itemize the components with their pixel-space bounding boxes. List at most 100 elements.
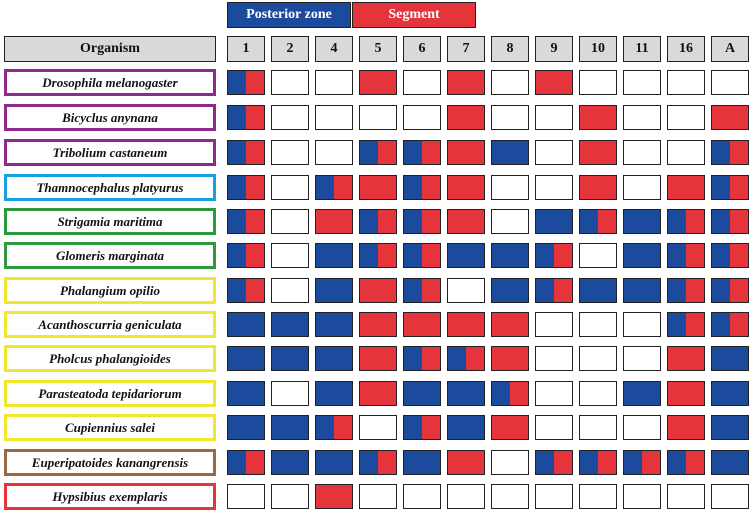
- segment-half: [246, 106, 264, 129]
- expression-cell-8: [491, 346, 529, 371]
- expression-cell-16: [667, 140, 705, 165]
- expression-cell-16: [667, 243, 705, 268]
- expression-cell-2: [271, 484, 309, 509]
- column-header-11: 11: [623, 36, 661, 62]
- expression-cell-4: [315, 346, 353, 371]
- posterior-half: [712, 313, 730, 336]
- expression-cell-2: [271, 346, 309, 371]
- expression-cell-5: [359, 312, 397, 337]
- posterior-half: [712, 176, 730, 199]
- expression-cell-A: [711, 70, 749, 95]
- expression-cell-2: [271, 70, 309, 95]
- expression-cell-7: [447, 175, 485, 200]
- expression-cell-7: [447, 105, 485, 130]
- expression-cell-8: [491, 175, 529, 200]
- expression-cell-A: [711, 243, 749, 268]
- expression-cell-A: [711, 415, 749, 440]
- posterior-half: [360, 244, 378, 267]
- column-header-4: 4: [315, 36, 353, 62]
- posterior-half: [668, 313, 686, 336]
- segment-half: [686, 244, 704, 267]
- expression-cell-9: [535, 140, 573, 165]
- expression-cell-8: [491, 70, 529, 95]
- expression-cell-8: [491, 278, 529, 303]
- posterior-half: [668, 210, 686, 233]
- posterior-half: [712, 279, 730, 302]
- expression-cell-2: [271, 243, 309, 268]
- expression-cell-9: [535, 209, 573, 234]
- expression-cell-8: [491, 415, 529, 440]
- organism-label: Euperipatoides kanangrensis: [4, 449, 216, 476]
- posterior-half: [404, 244, 422, 267]
- expression-cell-1: [227, 105, 265, 130]
- posterior-half: [228, 71, 246, 94]
- segment-half: [334, 416, 352, 439]
- posterior-half: [360, 210, 378, 233]
- segment-half: [246, 71, 264, 94]
- expression-cell-8: [491, 312, 529, 337]
- organism-header-label: Organism: [80, 41, 140, 56]
- posterior-half: [712, 141, 730, 164]
- expression-cell-7: [447, 70, 485, 95]
- expression-cell-6: [403, 243, 441, 268]
- expression-cell-7: [447, 450, 485, 475]
- expression-cell-5: [359, 243, 397, 268]
- expression-cell-16: [667, 209, 705, 234]
- posterior-half: [624, 451, 642, 474]
- expression-cell-5: [359, 140, 397, 165]
- expression-cell-9: [535, 381, 573, 406]
- posterior-half: [404, 279, 422, 302]
- column-header-7: 7: [447, 36, 485, 62]
- expression-cell-A: [711, 346, 749, 371]
- segment-half: [730, 176, 748, 199]
- segment-half: [422, 176, 440, 199]
- expression-cell-1: [227, 312, 265, 337]
- expression-cell-4: [315, 278, 353, 303]
- posterior-half: [712, 244, 730, 267]
- segment-half: [598, 451, 616, 474]
- column-header-6: 6: [403, 36, 441, 62]
- expression-cell-2: [271, 278, 309, 303]
- segment-half: [598, 210, 616, 233]
- organism-label: Drosophila melanogaster: [4, 69, 216, 96]
- segment-half: [686, 279, 704, 302]
- expression-cell-8: [491, 243, 529, 268]
- expression-cell-11: [623, 312, 661, 337]
- expression-cell-11: [623, 209, 661, 234]
- expression-cell-9: [535, 484, 573, 509]
- expression-cell-A: [711, 278, 749, 303]
- expression-cell-4: [315, 105, 353, 130]
- expression-cell-10: [579, 278, 617, 303]
- expression-cell-5: [359, 105, 397, 130]
- segment-half: [422, 416, 440, 439]
- posterior-half: [316, 176, 334, 199]
- organism-label: Thamnocephalus platyurus: [4, 174, 216, 201]
- organism-header: Organism: [4, 36, 216, 62]
- expression-cell-16: [667, 312, 705, 337]
- expression-cell-2: [271, 415, 309, 440]
- segment-half: [334, 176, 352, 199]
- expression-cell-7: [447, 346, 485, 371]
- expression-cell-2: [271, 209, 309, 234]
- posterior-half: [360, 141, 378, 164]
- expression-cell-11: [623, 243, 661, 268]
- expression-cell-16: [667, 484, 705, 509]
- expression-cell-11: [623, 175, 661, 200]
- segment-half: [554, 279, 572, 302]
- segment-half: [730, 210, 748, 233]
- expression-cell-16: [667, 70, 705, 95]
- expression-cell-11: [623, 415, 661, 440]
- expression-cell-7: [447, 312, 485, 337]
- expression-cell-A: [711, 175, 749, 200]
- segment-half: [422, 210, 440, 233]
- posterior-half: [404, 347, 422, 370]
- posterior-half: [404, 141, 422, 164]
- expression-cell-4: [315, 312, 353, 337]
- expression-cell-2: [271, 450, 309, 475]
- expression-cell-10: [579, 175, 617, 200]
- expression-cell-1: [227, 278, 265, 303]
- segment-half: [554, 451, 572, 474]
- organism-label: Phalangium opilio: [4, 277, 216, 304]
- segment-half: [730, 141, 748, 164]
- expression-cell-10: [579, 415, 617, 440]
